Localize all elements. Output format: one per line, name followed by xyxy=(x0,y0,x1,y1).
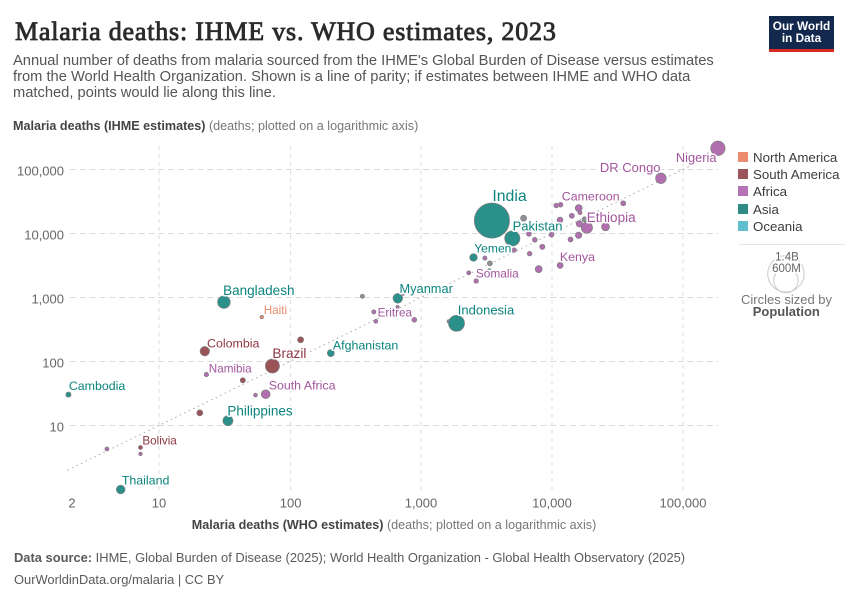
svg-text:Namibia: Namibia xyxy=(209,362,252,375)
svg-text:Cameroon: Cameroon xyxy=(562,190,620,204)
svg-text:Ethiopia: Ethiopia xyxy=(587,210,636,225)
svg-text:10,000: 10,000 xyxy=(532,496,572,511)
svg-text:India: India xyxy=(492,188,526,205)
svg-text:10,000: 10,000 xyxy=(24,228,64,243)
svg-text:Philippines: Philippines xyxy=(227,403,293,418)
svg-text:Bangladesh: Bangladesh xyxy=(223,283,294,298)
svg-text:10: 10 xyxy=(152,496,166,511)
svg-text:Circles sized by: Circles sized by xyxy=(741,292,833,307)
svg-text:Population: Population xyxy=(753,304,820,319)
svg-text:2: 2 xyxy=(68,496,75,511)
svg-text:600M: 600M xyxy=(772,263,801,275)
svg-text:DR Congo: DR Congo xyxy=(600,160,661,175)
svg-text:Bolivia: Bolivia xyxy=(142,435,177,448)
svg-text:Brazil: Brazil xyxy=(272,346,306,361)
svg-text:Haiti: Haiti xyxy=(264,304,287,317)
svg-text:Yemen: Yemen xyxy=(474,242,511,256)
svg-text:Myanmar: Myanmar xyxy=(400,281,454,296)
svg-text:10: 10 xyxy=(50,420,64,435)
svg-text:Colombia: Colombia xyxy=(207,337,259,351)
svg-text:Afghanistan: Afghanistan xyxy=(333,339,399,353)
svg-text:Somalia: Somalia xyxy=(476,267,519,281)
svg-text:Thailand: Thailand xyxy=(122,474,170,488)
svg-text:100,000: 100,000 xyxy=(660,496,707,511)
svg-text:100: 100 xyxy=(42,356,64,371)
svg-text:100: 100 xyxy=(280,496,302,511)
svg-text:1,000: 1,000 xyxy=(405,496,438,511)
svg-text:Pakistan: Pakistan xyxy=(513,219,563,234)
svg-text:100,000: 100,000 xyxy=(17,164,64,179)
svg-text:Eritrea: Eritrea xyxy=(378,307,413,320)
svg-text:1.4B: 1.4B xyxy=(775,252,799,264)
svg-text:Kenya: Kenya xyxy=(560,250,595,264)
svg-text:Cambodia: Cambodia xyxy=(69,379,126,393)
svg-text:Nigeria: Nigeria xyxy=(676,150,717,165)
svg-text:1,000: 1,000 xyxy=(31,292,64,307)
svg-text:South Africa: South Africa xyxy=(269,378,336,392)
svg-text:Indonesia: Indonesia xyxy=(458,302,515,317)
